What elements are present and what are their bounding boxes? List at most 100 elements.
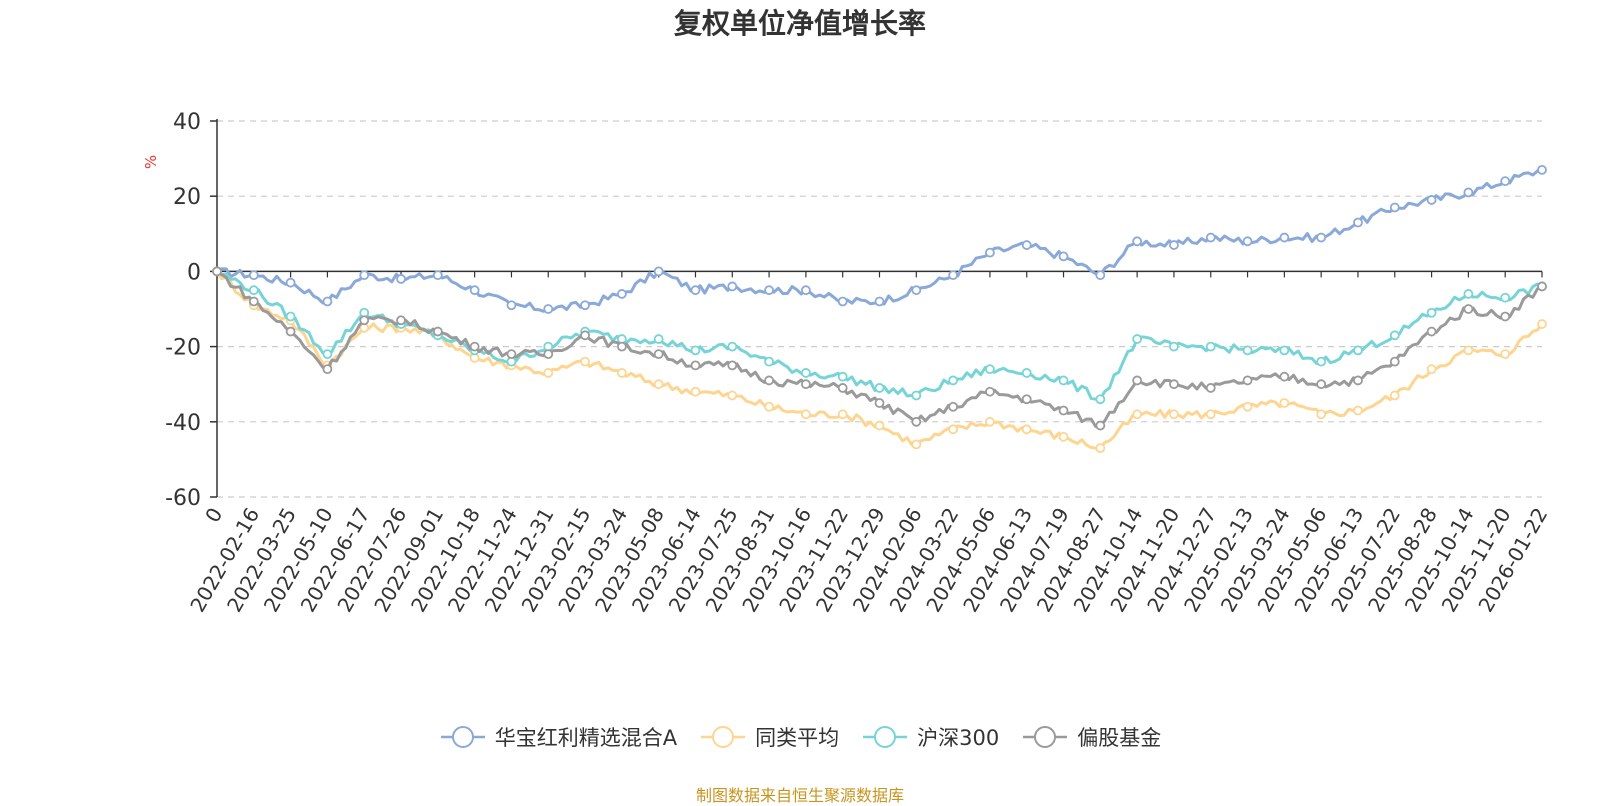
- series-2-point-16: [800, 368, 811, 378]
- series-0-point-22: [1021, 240, 1032, 250]
- series-3-point-32: [1389, 356, 1400, 367]
- series-3-point-28: [1242, 375, 1253, 386]
- series-0-point-17: [837, 296, 848, 307]
- y-tick-label-3: 0: [187, 260, 201, 285]
- y-tick-label-2: -20: [165, 336, 201, 361]
- series-2-point-34: [1463, 289, 1474, 299]
- series-0-point-25: [1132, 236, 1143, 247]
- series-0-point-34: [1463, 187, 1474, 198]
- y-tick-labels: -60 -40 -20 0 20 40: [165, 110, 201, 511]
- series-2-point-31: [1353, 345, 1363, 356]
- series-2-point-23: [1058, 375, 1069, 386]
- legend-marker-icon: [863, 726, 908, 748]
- series-2-point-26: [1169, 341, 1179, 352]
- series-1-point-25: [1132, 409, 1143, 420]
- series-0-point-10: [580, 300, 590, 311]
- series-0-point-18: [874, 296, 885, 307]
- series-0-point-4: [359, 270, 370, 281]
- series-0-point-36: [1537, 164, 1547, 175]
- y-tick-label-0: -60: [165, 486, 201, 511]
- series-3-point-14: [727, 360, 738, 371]
- series-line-2: [216, 270, 1543, 401]
- series-0-point-7: [469, 285, 480, 296]
- series-2-point-17: [837, 371, 848, 382]
- series-1-point-19: [911, 439, 922, 450]
- series-0-point-27: [1205, 232, 1216, 243]
- legend-item-3[interactable]: 偏股基金: [1021, 722, 1161, 752]
- series-3-point-19: [911, 416, 922, 427]
- series-0-point-6: [432, 270, 443, 281]
- legend-item-0[interactable]: 华宝红利精选混合A: [439, 722, 677, 752]
- series-3-point-0: [212, 266, 222, 277]
- series-3-point-26: [1169, 379, 1179, 390]
- series-1-point-13: [690, 386, 701, 397]
- series-1-point-15: [764, 401, 774, 412]
- series-2-point-1: [248, 285, 259, 296]
- legend-marker-icon: [701, 726, 746, 748]
- legend-label: 华宝红利精选混合A: [494, 726, 678, 750]
- series-0-point-24: [1095, 270, 1106, 281]
- series-2-point-25: [1132, 334, 1143, 344]
- series-line-0: [216, 168, 1543, 313]
- series-0-point-15: [764, 285, 774, 296]
- series-1-point-10: [580, 356, 590, 367]
- y-tick-label-5: 40: [173, 110, 201, 135]
- grid-lines: [217, 120, 1542, 498]
- series-3-point-8: [506, 349, 517, 360]
- series-1-point-12: [653, 379, 664, 390]
- series-1-point-26: [1169, 409, 1179, 420]
- legend-marker-icon: [1023, 726, 1068, 748]
- series-0-point-33: [1426, 195, 1437, 205]
- series-3-point-31: [1353, 375, 1363, 386]
- series-2-point-24: [1095, 394, 1106, 405]
- series-2-point-19: [911, 390, 922, 401]
- series-0-point-28: [1242, 236, 1253, 247]
- series-0-point-20: [948, 270, 959, 281]
- series-3-point-5: [396, 315, 406, 326]
- series-1-point-31: [1353, 405, 1363, 416]
- y-tick-label-4: 20: [173, 185, 201, 210]
- series-3-point-1: [248, 296, 259, 307]
- data-source-footer: 制图数据来自恒生聚源数据库: [695, 786, 904, 805]
- legend-label: 沪深300: [917, 726, 1000, 750]
- series-0-point-12: [653, 266, 664, 277]
- series-3-point-22: [1021, 394, 1032, 405]
- legend-label: 偏股基金: [1077, 726, 1162, 750]
- chart-title: 复权单位净值增长率: [673, 7, 926, 40]
- series-1-point-33: [1426, 364, 1437, 375]
- series-3-point-23: [1058, 405, 1069, 416]
- legend-label: 同类平均: [755, 726, 840, 750]
- series-0-point-2: [285, 277, 296, 288]
- series-0-point-23: [1058, 251, 1069, 262]
- series-1-point-32: [1389, 390, 1400, 401]
- series-2-point-33: [1426, 307, 1437, 318]
- series-3-point-20: [948, 401, 959, 412]
- series-3-point-36: [1537, 281, 1547, 292]
- series-3-point-17: [837, 383, 848, 393]
- series-3-point-34: [1463, 304, 1474, 314]
- series-2-point-15: [764, 356, 774, 367]
- legend-item-2[interactable]: 沪深300: [861, 722, 999, 752]
- series-0-point-14: [727, 281, 738, 292]
- series-3-point-4: [359, 315, 370, 326]
- series-1-point-20: [948, 424, 959, 435]
- series-3-point-25: [1132, 375, 1143, 386]
- series-0-point-11: [616, 289, 627, 299]
- series-2-point-20: [948, 375, 959, 386]
- series-0-point-5: [396, 274, 406, 284]
- series-3-point-7: [469, 341, 480, 352]
- series-1-point-24: [1095, 443, 1106, 454]
- series-3-point-29: [1279, 371, 1290, 382]
- series-1-point-30: [1316, 409, 1327, 420]
- series-1-point-35: [1500, 349, 1511, 360]
- series-3-point-33: [1426, 326, 1437, 337]
- series-1-point-16: [800, 409, 811, 420]
- series-1-point-14: [727, 390, 738, 401]
- legend-item-1[interactable]: 同类平均: [699, 722, 839, 752]
- series-0-point-19: [911, 285, 922, 296]
- series-3-point-9: [543, 349, 554, 360]
- series-1: [212, 266, 1547, 454]
- series-3-point-16: [800, 379, 811, 390]
- series-2-point-18: [874, 383, 885, 393]
